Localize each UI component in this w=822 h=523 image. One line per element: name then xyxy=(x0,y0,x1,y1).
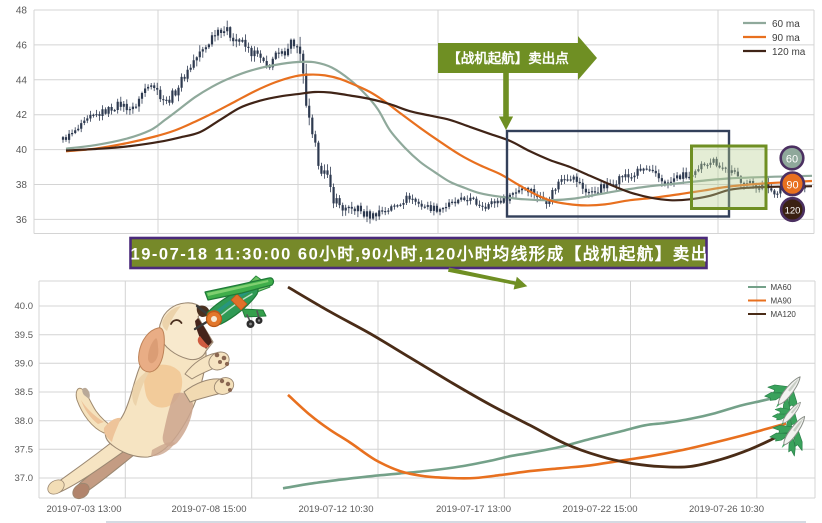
svg-text:2019-07-26 10:30: 2019-07-26 10:30 xyxy=(689,504,764,515)
svg-text:42: 42 xyxy=(16,110,28,121)
svg-text:2019-07-08 15:00: 2019-07-08 15:00 xyxy=(171,504,246,515)
svg-text:40.0: 40.0 xyxy=(15,301,34,312)
svg-text:38.5: 38.5 xyxy=(15,387,34,398)
svg-text:39.5: 39.5 xyxy=(15,330,34,341)
svg-text:MA120: MA120 xyxy=(771,310,797,319)
svg-text:2019-07-17 13:00: 2019-07-17 13:00 xyxy=(436,504,511,515)
svg-text:MA90: MA90 xyxy=(771,297,792,306)
svg-text:39.0: 39.0 xyxy=(15,359,34,370)
svg-text:MA60: MA60 xyxy=(771,283,792,292)
svg-text:90 ma: 90 ma xyxy=(772,33,800,44)
svg-text:38: 38 xyxy=(16,180,28,191)
svg-text:37.0: 37.0 xyxy=(15,473,34,484)
svg-text:2019-07-12 10:30: 2019-07-12 10:30 xyxy=(298,504,373,515)
svg-text:46: 46 xyxy=(16,40,28,51)
svg-text:60: 60 xyxy=(786,154,798,166)
svg-text:【战机起航】卖出点: 【战机起航】卖出点 xyxy=(447,50,569,66)
svg-text:38.0: 38.0 xyxy=(15,416,34,427)
svg-text:90: 90 xyxy=(786,179,798,191)
svg-text:48: 48 xyxy=(16,6,28,17)
svg-text:36: 36 xyxy=(16,215,28,226)
svg-text:37.5: 37.5 xyxy=(15,445,34,456)
svg-text:120 ma: 120 ma xyxy=(772,47,806,58)
svg-text:2019-07-18 11:30:00 60小时,90小时,: 2019-07-18 11:30:00 60小时,90小时,120小时均线形成【… xyxy=(109,244,727,264)
svg-text:40: 40 xyxy=(16,145,28,156)
svg-text:2019-07-22 15:00: 2019-07-22 15:00 xyxy=(562,504,637,515)
svg-text:120: 120 xyxy=(785,206,801,217)
svg-text:2019-07-03 13:00: 2019-07-03 13:00 xyxy=(46,504,121,515)
svg-text:60 ma: 60 ma xyxy=(772,19,800,30)
svg-text:44: 44 xyxy=(16,75,28,86)
